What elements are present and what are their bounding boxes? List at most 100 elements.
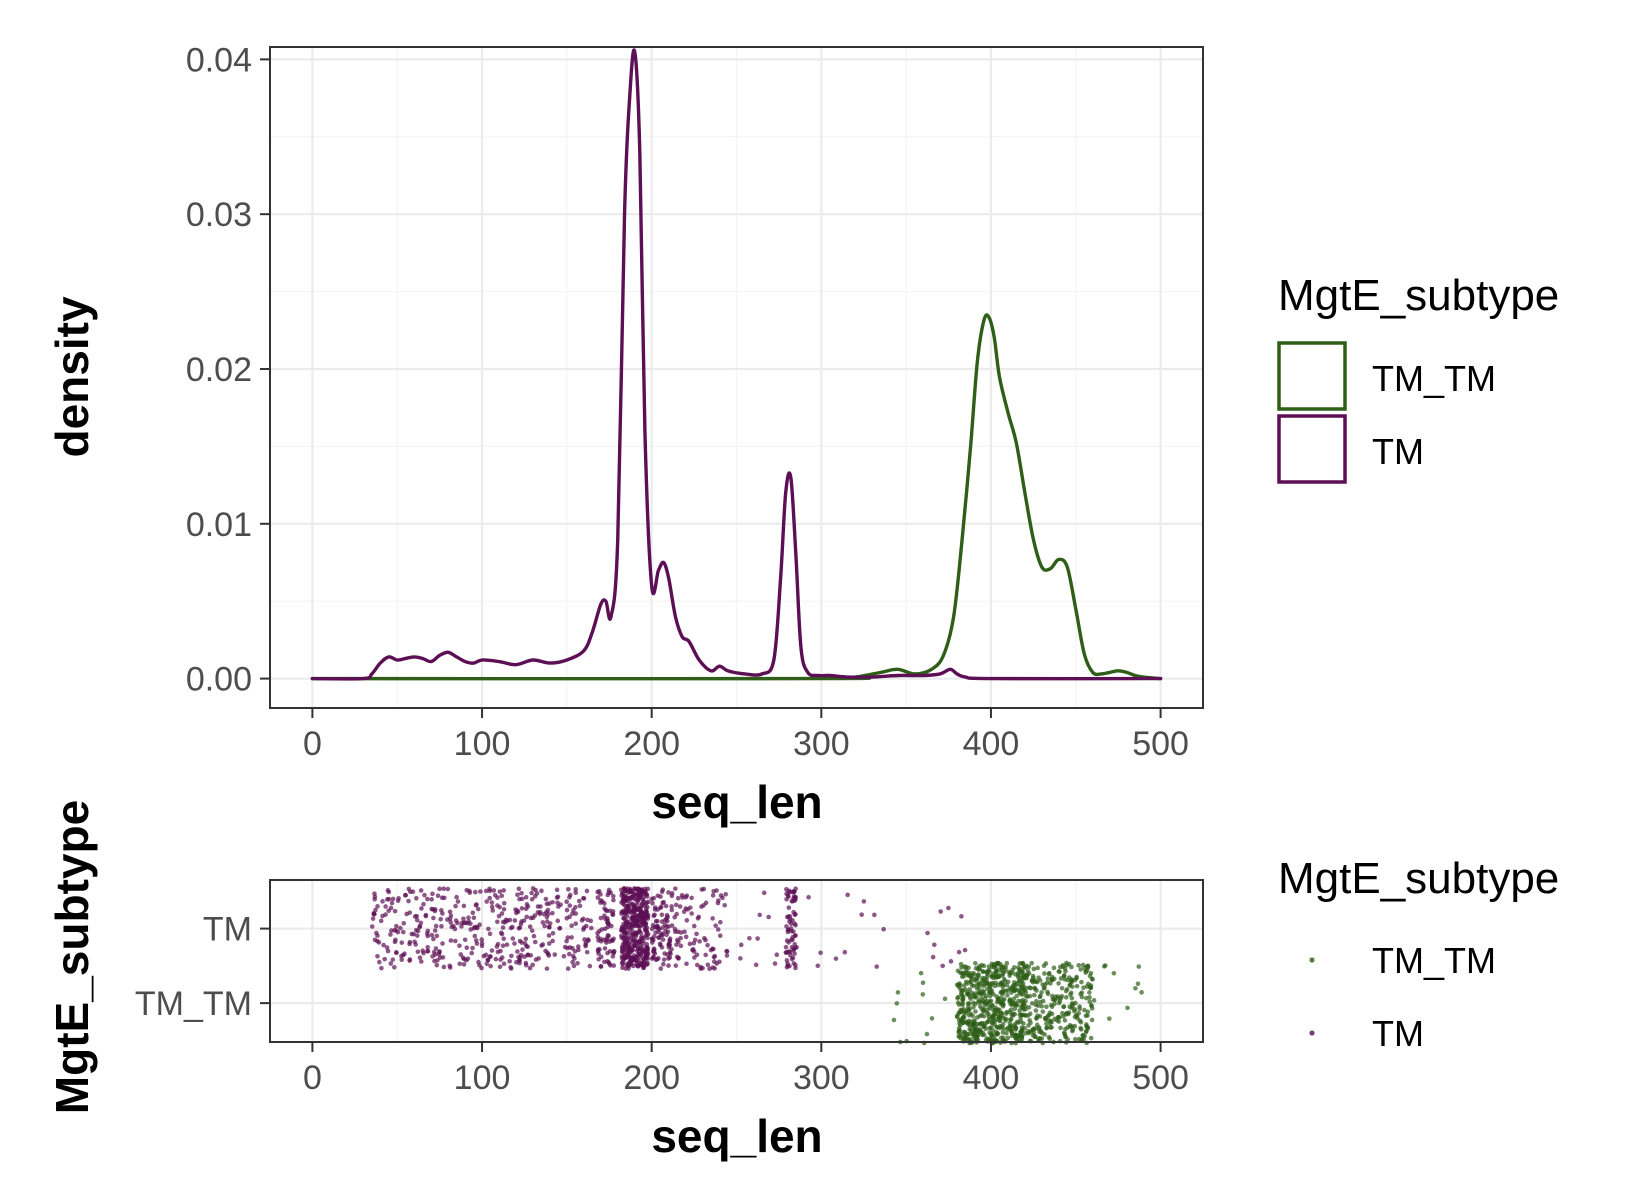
jitter-point-tm-tm [1068, 992, 1073, 997]
jitter-point-tm [493, 956, 499, 962]
jitter-point-tm [437, 886, 442, 892]
jitter-point-tm-tm [1050, 993, 1055, 999]
jitter-point-tm [527, 924, 533, 929]
jitter-point-tm [525, 944, 530, 949]
jitter-point-tm-tm [956, 1029, 962, 1034]
jitter-point-tm-tm [1007, 973, 1012, 978]
jitter-point-tm [582, 937, 587, 942]
jitter-point-tm [414, 895, 419, 901]
jitter-point-tm [544, 919, 550, 924]
jitter-point-tm [437, 949, 442, 955]
jitter-point-tm [638, 888, 644, 893]
jitter-point-tm [710, 916, 715, 921]
jitter-point-tm [793, 933, 798, 938]
jitter-point-tm [688, 905, 693, 910]
jitter-point-tm [415, 949, 421, 955]
jitter-point-tm [602, 959, 607, 965]
jitter-point-tm [561, 953, 567, 959]
jitter-point-tm [598, 954, 604, 960]
jitter-point-tm-tm [1033, 1002, 1039, 1008]
density-y-axis: 0.00 0.01 0.02 0.03 0.04 [186, 41, 270, 699]
jitter-point-tm [638, 961, 644, 967]
jitter-point-tm-tm [1057, 1015, 1062, 1020]
density-legend-label-tm: TM [1372, 431, 1424, 472]
jitter-point-tm [451, 923, 456, 929]
jitter-point-tm [425, 896, 430, 902]
jitter-point-tm-tm [1070, 1001, 1076, 1007]
jitter-point-tm [455, 899, 461, 904]
jitter-point-tm [649, 896, 655, 902]
jitter-point-tm [663, 928, 669, 934]
jitter-point-tm [722, 902, 728, 908]
x-tick-label: 100 [454, 725, 511, 763]
jitter-point-tm [399, 957, 405, 963]
jitter-point-tm [523, 962, 529, 968]
jitter-point-tm [430, 891, 435, 897]
jitter-points [369, 886, 1144, 1046]
jitter-point-tm-tm [1016, 998, 1021, 1004]
jitter-point-tm [881, 926, 886, 932]
jitter-point-tm-tm [1107, 1016, 1112, 1021]
jitter-point-tm [425, 948, 431, 954]
jitter-point-tm [570, 959, 575, 965]
jitter-point-tm-tm [1014, 1019, 1020, 1025]
jitter-point-tm [610, 912, 615, 917]
jitter-point-tm-tm [1012, 1032, 1018, 1037]
jitter-point-tm [622, 955, 628, 960]
jitter-point-tm-tm [1003, 1018, 1008, 1023]
jitter-point-tm [534, 891, 540, 896]
jitter-point-tm [940, 963, 945, 969]
jitter-point-tm [663, 903, 669, 909]
jitter-point-tm [679, 892, 685, 898]
jitter-point-tm [507, 958, 512, 964]
jitter-point-tm [457, 943, 462, 949]
jitter-point-tm [636, 954, 642, 960]
jitter-point-tm-tm [1072, 1036, 1078, 1042]
jitter-point-tm [678, 930, 684, 935]
jitter-point-tm-tm [1023, 1031, 1028, 1036]
jitter-point-tm-tm [1027, 1011, 1033, 1016]
jitter-point-tm-tm [1079, 979, 1084, 985]
jitter-point-tm [390, 957, 396, 962]
jitter-point-tm-tm [967, 994, 973, 1000]
jitter-point-tm [546, 901, 552, 906]
x-tick-label: 100 [454, 1059, 511, 1097]
jitter-point-tm-tm [963, 1035, 968, 1040]
jitter-point-tm-tm [963, 1019, 969, 1025]
jitter-point-tm-tm [959, 1032, 965, 1037]
jitter-point-tm [529, 896, 535, 902]
jitter-point-tm [462, 920, 468, 926]
jitter-legend-key-tm [1309, 1030, 1315, 1036]
jitter-point-tm [604, 915, 610, 921]
jitter-point-tm [784, 886, 789, 892]
jitter-point-tm-tm [969, 990, 975, 996]
jitter-point-tm [753, 962, 759, 968]
jitter-point-tm-tm [1052, 1016, 1057, 1022]
jitter-point-tm [429, 897, 435, 902]
jitter-point-tm [619, 909, 624, 915]
jitter-point-tm-tm [1039, 1004, 1045, 1009]
jitter-point-tm-tm [1044, 1021, 1049, 1027]
jitter-point-tm-tm [1013, 1035, 1019, 1041]
jitter-point-tm [473, 938, 479, 943]
jitter-point-tm [874, 964, 880, 969]
jitter-point-tm [502, 920, 508, 925]
jitter-point-tm [794, 944, 799, 950]
jitter-point-tm-tm [1017, 961, 1022, 966]
jitter-point-tm-tm [1133, 986, 1138, 991]
jitter-point-tm-tm [1026, 1030, 1032, 1036]
jitter-point-tm [694, 962, 700, 968]
jitter-point-tm [573, 887, 579, 892]
jitter-point-tm [415, 928, 421, 934]
jitter-point-tm [454, 894, 459, 900]
jitter-point-tm [640, 897, 645, 902]
jitter-point-tm [510, 924, 515, 930]
jitter-point-tm-tm [1089, 976, 1095, 982]
jitter-point-tm [499, 931, 505, 937]
jitter-point-tm [691, 923, 697, 929]
jitter-point-tm [948, 959, 954, 964]
x-tick-label: 200 [623, 1059, 680, 1097]
jitter-point-tm [667, 939, 673, 944]
jitter-panel-border [269, 879, 1204, 1043]
density-line-tm [310, 48, 1163, 681]
